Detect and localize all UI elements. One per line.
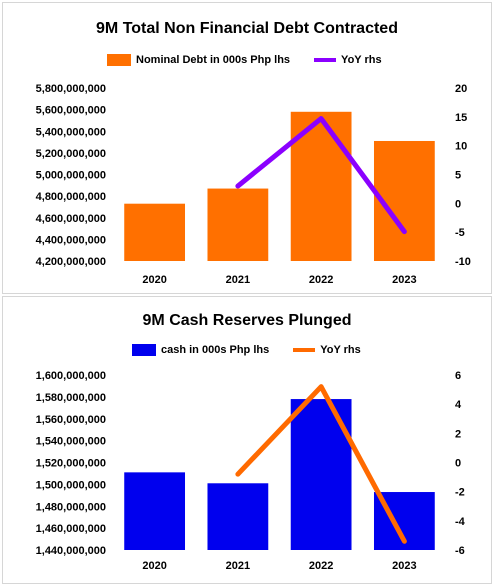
x-tick-label: 2022 (309, 560, 333, 572)
legend-swatch-bar (132, 344, 156, 356)
bar (124, 472, 186, 550)
chart-title: 9M Total Non Financial Debt Contracted (96, 20, 398, 37)
y-right-tick-label: -2 (455, 487, 465, 499)
y-right-tick-label: 4 (455, 399, 462, 411)
legend-label-bar: cash in 000s Php lhs (161, 344, 270, 356)
y-left-tick-label: 1,520,000,000 (36, 458, 106, 470)
y-right-tick-label: -10 (455, 256, 471, 268)
y-left-tick-label: 1,480,000,000 (36, 501, 106, 513)
y-left-tick-label: 5,800,000,000 (36, 83, 106, 95)
x-tick-label: 2021 (226, 560, 250, 572)
y-left-tick-label: 5,000,000,000 (36, 170, 106, 182)
x-tick-label: 2021 (226, 274, 250, 286)
x-tick-label: 2020 (142, 560, 166, 572)
y-right-tick-label: -4 (455, 516, 466, 528)
y-right-tick-label: 0 (455, 198, 461, 210)
y-right-tick-label: -5 (455, 227, 465, 239)
y-left-tick-label: 4,200,000,000 (36, 256, 106, 268)
y-right-tick-label: 0 (455, 458, 461, 470)
y-left-tick-label: 4,400,000,000 (36, 234, 106, 246)
y-left-tick-label: 5,200,000,000 (36, 148, 106, 160)
x-tick-label: 2023 (392, 274, 416, 286)
y-left-tick-label: 1,440,000,000 (36, 545, 106, 557)
chart-legend: Nominal Debt in 000s Php lhs YoY rhs (107, 54, 382, 66)
y-right-tick-label: 20 (455, 83, 467, 95)
chart-panel-cash: 9M Cash Reserves Plunged cash in 000s Ph… (2, 296, 492, 584)
x-tick-label: 2020 (142, 274, 166, 286)
legend-label-bar: Nominal Debt in 000s Php lhs (136, 54, 291, 66)
chart-title: 9M Cash Reserves Plunged (142, 312, 352, 329)
bar (207, 483, 269, 550)
y-right-tick-label: 2 (455, 428, 461, 440)
x-tick-label: 2022 (309, 274, 333, 286)
x-tick-label: 2023 (392, 560, 416, 572)
y-left-tick-label: 4,800,000,000 (36, 191, 106, 203)
chart-plot: 1,440,000,000 1,460,000,000 1,480,000,000 1… (36, 370, 466, 572)
y-right-tick-label: 5 (455, 170, 461, 182)
yoy-line (235, 384, 407, 544)
y-right-tick-label: 15 (455, 112, 467, 124)
y-left-tick-label: 1,500,000,000 (36, 479, 106, 491)
yoy-line (235, 116, 407, 235)
y-left-tick-label: 1,580,000,000 (36, 392, 106, 404)
y-right-tick-label: 10 (455, 141, 467, 153)
y-left-tick-label: 5,400,000,000 (36, 126, 106, 138)
chart-plot: 4,200,000,000 4,400,000,000 4,600,000,000 4… (36, 83, 471, 286)
bar (207, 188, 269, 261)
y-left-tick-label: 1,600,000,000 (36, 370, 106, 382)
chart-panel-debt: 9M Total Non Financial Debt Contracted N… (2, 2, 492, 294)
bar (124, 203, 186, 261)
y-left-tick-label: 1,540,000,000 (36, 436, 106, 448)
legend-label-line: YoY rhs (320, 344, 361, 356)
y-left-tick-label: 4,600,000,000 (36, 213, 106, 225)
y-right-tick-label: 6 (455, 370, 461, 382)
legend-swatch-line (293, 348, 316, 352)
legend-swatch-bar (107, 54, 131, 66)
chart-legend: cash in 000s Php lhs YoY rhs (132, 344, 361, 356)
y-right-tick-label: -6 (455, 545, 465, 557)
legend-swatch-line (314, 58, 337, 62)
legend-label-line: YoY rhs (341, 54, 382, 66)
y-left-tick-label: 5,600,000,000 (36, 105, 106, 117)
y-left-tick-label: 1,460,000,000 (36, 523, 106, 535)
y-left-tick-label: 1,560,000,000 (36, 414, 106, 426)
